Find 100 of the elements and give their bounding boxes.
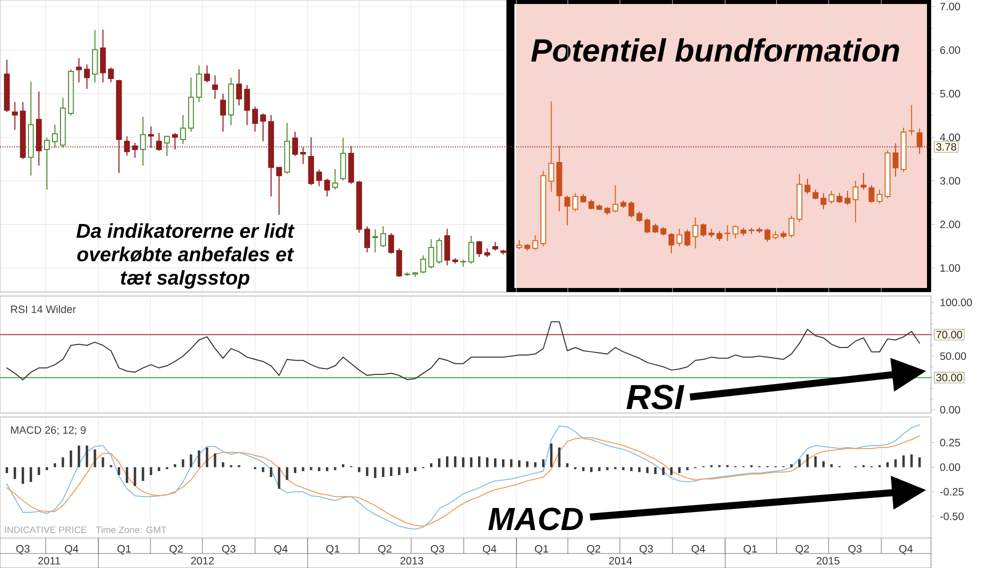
candlestick bbox=[428, 238, 434, 269]
bar bbox=[94, 449, 96, 468]
bar bbox=[518, 460, 520, 468]
candlestick bbox=[708, 228, 714, 238]
x2-tick-label: 2015 bbox=[816, 556, 840, 565]
candlestick bbox=[524, 244, 530, 252]
candlestick bbox=[700, 223, 706, 238]
bar bbox=[414, 467, 416, 472]
x-tick-label: Q3 bbox=[848, 545, 862, 554]
y-tick-label: 0.00 bbox=[940, 463, 960, 471]
candlestick bbox=[484, 248, 490, 258]
candlestick bbox=[876, 189, 882, 204]
bar bbox=[902, 455, 905, 468]
candlestick bbox=[580, 193, 586, 204]
candlestick bbox=[44, 137, 50, 190]
candlestick bbox=[100, 29, 106, 83]
x-tick-label: Q2 bbox=[378, 545, 392, 554]
bar bbox=[366, 467, 368, 476]
candlestick bbox=[388, 232, 394, 254]
candlestick bbox=[300, 146, 306, 164]
bar bbox=[54, 463, 56, 468]
candlestick bbox=[532, 234, 538, 250]
candlestick bbox=[348, 146, 354, 184]
annotation: RSI bbox=[626, 384, 684, 410]
ref-line-label: 70.00 bbox=[936, 330, 962, 338]
bar bbox=[382, 467, 384, 478]
candlestick bbox=[476, 240, 482, 258]
bar bbox=[358, 467, 360, 472]
y-tick-label: 5.00 bbox=[940, 90, 960, 98]
bar bbox=[446, 456, 448, 468]
candlestick bbox=[324, 178, 330, 198]
candlestick bbox=[908, 104, 914, 136]
candlestick bbox=[516, 240, 522, 250]
text: MACD 26; 12; 9 bbox=[11, 426, 86, 436]
candlestick bbox=[420, 254, 426, 274]
candlestick bbox=[756, 226, 762, 234]
candlestick bbox=[372, 228, 378, 253]
bar bbox=[270, 467, 272, 478]
candlestick bbox=[220, 93, 226, 132]
x-tick-label: Q4 bbox=[482, 545, 496, 554]
text: RSI 14 Wilder bbox=[11, 305, 76, 314]
bar bbox=[662, 467, 665, 476]
candlestick bbox=[804, 178, 810, 194]
bar bbox=[670, 467, 673, 476]
bar bbox=[494, 458, 496, 468]
bar bbox=[22, 467, 24, 484]
candlestick bbox=[796, 173, 802, 223]
candlestick bbox=[676, 228, 682, 247]
bar bbox=[374, 467, 376, 478]
bar bbox=[630, 467, 633, 472]
bar bbox=[526, 461, 528, 468]
bar bbox=[566, 463, 568, 468]
candlestick bbox=[644, 218, 650, 234]
bar bbox=[638, 467, 641, 472]
candlestick bbox=[716, 230, 722, 242]
candlestick bbox=[308, 136, 314, 186]
x-tick-label: Q3 bbox=[430, 545, 444, 554]
candlestick bbox=[132, 142, 138, 158]
candlestick bbox=[900, 127, 906, 173]
x-tick-label: Q3 bbox=[640, 545, 653, 554]
candlestick bbox=[76, 57, 82, 83]
bar bbox=[62, 457, 64, 468]
candlestick bbox=[820, 192, 826, 210]
x2-tick-label: 2013 bbox=[400, 556, 424, 565]
bar bbox=[646, 467, 649, 474]
ref-line-label: 3.78 bbox=[936, 143, 956, 151]
candlestick bbox=[452, 258, 458, 264]
candlestick bbox=[620, 200, 626, 208]
candlestick bbox=[612, 184, 618, 213]
bar bbox=[678, 467, 681, 474]
candlestick bbox=[860, 172, 866, 190]
bar bbox=[102, 457, 104, 468]
bar bbox=[294, 467, 296, 474]
y-tick-label: 2.00 bbox=[940, 220, 960, 228]
bar bbox=[550, 444, 552, 468]
bar bbox=[318, 467, 320, 472]
bar bbox=[470, 457, 472, 468]
candlestick bbox=[596, 204, 602, 211]
bar bbox=[686, 467, 689, 470]
candlestick bbox=[660, 226, 666, 236]
annotation: MACD bbox=[488, 508, 583, 530]
candlestick bbox=[164, 136, 170, 157]
annotation: Da indikatorerne er lidt overkøbte anbefales et tæt salgsstop bbox=[76, 223, 295, 289]
candlestick bbox=[396, 248, 402, 278]
candlestick bbox=[172, 132, 178, 150]
candlestick bbox=[780, 230, 786, 239]
candlestick bbox=[740, 227, 746, 236]
candlestick bbox=[380, 226, 386, 248]
candlestick bbox=[844, 190, 850, 206]
candlestick bbox=[140, 116, 146, 166]
candlestick bbox=[884, 150, 890, 199]
candlestick bbox=[340, 137, 346, 181]
candlestick bbox=[540, 170, 546, 247]
candlestick bbox=[836, 192, 842, 204]
candlestick bbox=[724, 224, 730, 242]
y-tick-label: 50.00 bbox=[940, 352, 966, 360]
candlestick bbox=[460, 259, 466, 268]
candlestick bbox=[180, 114, 186, 144]
candlestick bbox=[916, 128, 922, 154]
candlestick bbox=[268, 114, 274, 198]
